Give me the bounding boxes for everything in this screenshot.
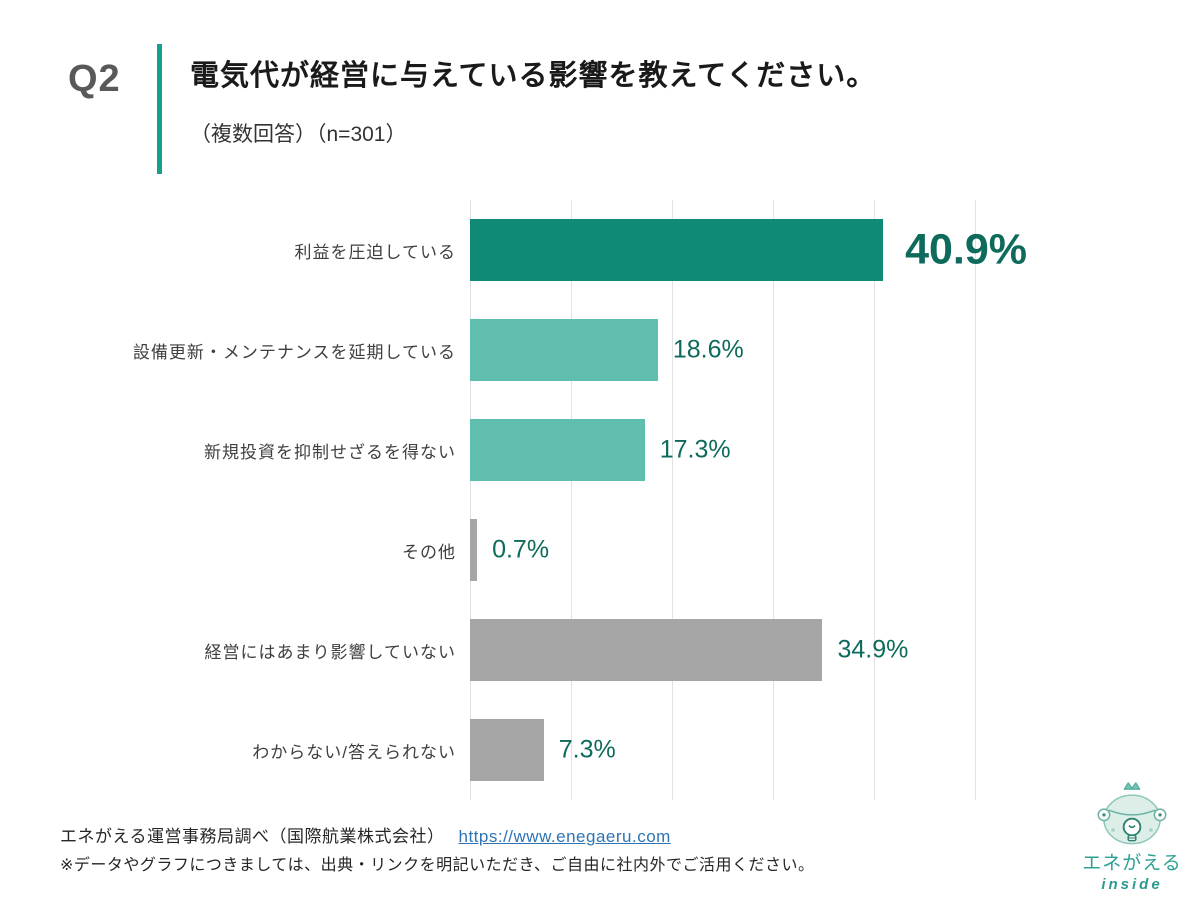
chart-row: 経営にはあまり影響していない 34.9% [0, 600, 1200, 700]
value-label: 40.9% [905, 225, 1028, 274]
frog-lightbulb-icon [1097, 782, 1167, 845]
bar [470, 519, 478, 581]
bar-chart: 利益を圧迫している 40.9% 設備更新・メンテナンスを延期している 18.6% 新規投… [0, 200, 1200, 800]
chart-row: その他 0.7% [0, 500, 1200, 600]
logo-brand-text: エネがえる [1082, 853, 1182, 874]
bar-track: 40.9% [470, 219, 1200, 281]
bar [470, 219, 884, 281]
gridline [571, 200, 572, 800]
category-label: その他 [402, 542, 456, 562]
bar-track: 34.9% [470, 619, 1200, 681]
value-label: 18.6% [672, 335, 744, 364]
source-link[interactable]: https://www.enegaeru.com [458, 827, 671, 846]
category-label: 設備更新・メンテナンスを延期している [132, 342, 456, 362]
bar [470, 619, 823, 681]
question-number: Q2 [68, 58, 121, 100]
category-label: 新規投資を抑制せざるを得ない [204, 442, 456, 462]
value-label: 34.9% [837, 635, 909, 664]
page-title: 電気代が経営に与えている影響を教えてください。 [190, 60, 877, 92]
gridline [874, 200, 875, 800]
bar-track: 0.7% [470, 519, 1200, 581]
gridline [470, 200, 471, 800]
chart-row: 新規投資を抑制せざるを得ない 17.3% [0, 400, 1200, 500]
usage-note: ※データやグラフにつきましては、出典・リンクを明記いただき、ご自由に社内外でご活… [60, 857, 815, 874]
chart-row: 利益を圧迫している 40.9% [0, 200, 1200, 300]
chart-rows: 利益を圧迫している 40.9% 設備更新・メンテナンスを延期している 18.6% 新規投… [0, 200, 1200, 800]
chart-row: 設備更新・メンテナンスを延期している 18.6% [0, 300, 1200, 400]
gridline [773, 200, 774, 800]
value-label: 7.3% [558, 735, 616, 764]
gridline [975, 200, 976, 800]
chart-row: わからない/答えられない 7.3% [0, 700, 1200, 800]
category-label: 利益を圧迫している [294, 242, 456, 262]
bar [470, 319, 658, 381]
title-accent-bar [157, 44, 162, 174]
category-label: わからない/答えられない [252, 742, 456, 762]
bar [470, 719, 544, 781]
logo-sub-text: inside [1101, 876, 1163, 893]
value-label: 0.7% [492, 535, 550, 564]
source-line: エネがえる運営事務局調べ（国際航業株式会社） https://www.enegae… [60, 822, 671, 847]
gridlines [470, 200, 1010, 800]
brand-logo: エネがえる inside [1082, 780, 1182, 893]
subtitle: （複数回答）（n=301） [190, 123, 407, 146]
source-text: エネがえる運営事務局調べ（国際航業株式会社） [60, 827, 445, 846]
bar-track: 18.6% [470, 319, 1200, 381]
bar [470, 419, 645, 481]
value-label: 17.3% [659, 435, 731, 464]
category-label: 経営にはあまり影響していない [204, 642, 456, 662]
bar-track: 17.3% [470, 419, 1200, 481]
gridline [672, 200, 673, 800]
bar-track: 7.3% [470, 719, 1200, 781]
